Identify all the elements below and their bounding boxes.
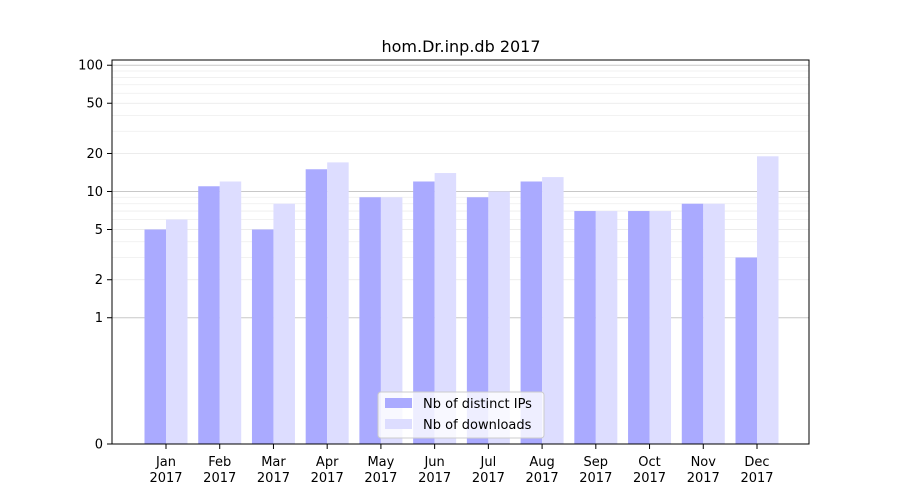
x-tick-label-year: 2017 [257, 471, 290, 486]
chart-title: hom.Dr.inp.db 2017 [381, 37, 540, 56]
bar [413, 181, 435, 444]
bar [649, 211, 672, 444]
legend-label: Nb of downloads [423, 418, 532, 433]
y-tick-label: 20 [86, 147, 103, 162]
y-axis: 0 1 2 5 10 20 50 100 [78, 59, 112, 453]
x-tick-label-month: Feb [208, 455, 231, 470]
x-tick-label-year: 2017 [740, 471, 773, 486]
y-tick-label: 5 [95, 223, 103, 238]
bar [327, 162, 349, 444]
x-tick-label-month: Dec [744, 455, 769, 470]
x-tick-label-year: 2017 [311, 471, 344, 486]
y-tick-label: 50 [86, 97, 103, 112]
bar [166, 219, 188, 444]
x-tick-label-month: Aug [529, 455, 554, 470]
legend-swatch [385, 398, 412, 408]
bar [144, 229, 166, 444]
bar [305, 169, 328, 444]
x-tick-label-year: 2017 [633, 471, 666, 486]
legend: Nb of distinct IPs Nb of downloads [377, 391, 545, 439]
x-tick-label-month: Jul [480, 455, 497, 470]
bar [757, 156, 779, 444]
x-axis: Jan2017Feb2017Mar2017Apr2017May2017Jun20… [149, 444, 774, 486]
bar [434, 173, 457, 444]
bar [542, 177, 564, 445]
x-tick-label-month: Jun [423, 455, 444, 470]
x-tick-label-year: 2017 [418, 471, 451, 486]
x-tick-label-year: 2017 [687, 471, 720, 486]
y-tick-label: 0 [95, 438, 103, 453]
bar [273, 203, 295, 444]
y-tick-label: 10 [86, 185, 103, 200]
y-tick-label: 2 [95, 273, 103, 288]
bar [488, 191, 510, 444]
bar [251, 229, 274, 444]
bar [735, 257, 757, 444]
x-tick-label-month: Apr [316, 455, 339, 470]
legend-label: Nb of distinct IPs [423, 397, 532, 412]
x-tick-label-year: 2017 [364, 471, 397, 486]
bar [380, 197, 403, 444]
bar [219, 181, 242, 444]
x-tick-label-year: 2017 [526, 471, 559, 486]
x-tick-label-month: Oct [638, 455, 660, 470]
bar [198, 186, 220, 445]
y-tick-label: 1 [95, 311, 103, 326]
bar [595, 211, 618, 444]
y-tick-label: 100 [78, 59, 103, 74]
plot-frame [111, 59, 810, 445]
x-tick-label-year: 2017 [472, 471, 505, 486]
bar [703, 203, 725, 444]
legend-box [377, 391, 545, 439]
bar [359, 197, 381, 444]
x-tick-label-year: 2017 [579, 471, 612, 486]
bar [520, 181, 543, 444]
bar [574, 211, 596, 444]
x-tick-label-month: Sep [584, 455, 609, 470]
bar [466, 197, 489, 444]
x-tick-label-year: 2017 [149, 471, 182, 486]
legend-swatch [385, 419, 412, 429]
bars [144, 156, 779, 445]
x-tick-label-month: Nov [691, 455, 717, 470]
x-tick-label-month: Mar [261, 455, 286, 470]
bar [628, 211, 650, 444]
x-tick-label-month: May [367, 455, 394, 470]
x-tick-label-month: Jan [155, 455, 176, 470]
x-tick-label-year: 2017 [203, 471, 236, 486]
bar [681, 203, 704, 444]
